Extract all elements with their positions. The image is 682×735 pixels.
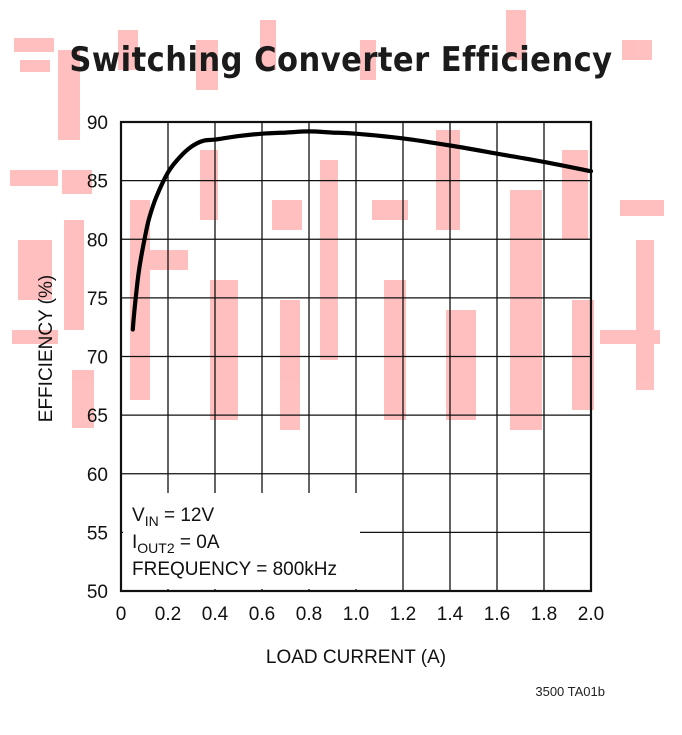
- annotation-line: FREQUENCY = 800kHz: [132, 559, 337, 580]
- x-tick-label: 1.0: [343, 604, 369, 625]
- plot-frame: [119, 120, 593, 593]
- chart-title: Switching Converter Efficiency: [69, 40, 613, 80]
- x-tick-label: 0: [116, 604, 127, 625]
- x-tick-label: 0.8: [296, 604, 322, 625]
- annotation-box: [123, 493, 360, 589]
- x-tick-label: 1.6: [484, 604, 510, 625]
- x-tick-label: 1.8: [531, 604, 557, 625]
- efficiency-curve: [130, 129, 594, 332]
- annotation-line: IOUT2 = 0A: [132, 532, 220, 556]
- y-tick-label: 55: [87, 523, 108, 544]
- x-tick-label: 2.0: [578, 604, 604, 625]
- y-tick-label: 50: [87, 582, 108, 603]
- annotation-line: VIN = 12V: [132, 505, 214, 529]
- y-tick-label: 80: [87, 230, 108, 251]
- x-axis-label: LOAD CURRENT (A): [266, 647, 446, 668]
- figure-id: 3500 TA01b: [535, 684, 605, 699]
- y-tick-label: 85: [87, 172, 108, 193]
- y-axis-label: EFFICIENCY (%): [36, 275, 57, 422]
- y-tick-label: 60: [87, 465, 108, 486]
- x-tick-label: 0.6: [249, 604, 275, 625]
- y-tick-label: 75: [87, 289, 108, 310]
- x-tick-label: 0.4: [202, 604, 229, 625]
- y-tick-label: 65: [87, 406, 108, 427]
- x-tick-label: 1.4: [437, 604, 464, 625]
- y-tick-label: 70: [87, 348, 108, 369]
- x-tick-label: 0.2: [155, 604, 181, 625]
- x-tick-label: 1.2: [390, 604, 416, 625]
- y-tick-label: 90: [87, 113, 108, 134]
